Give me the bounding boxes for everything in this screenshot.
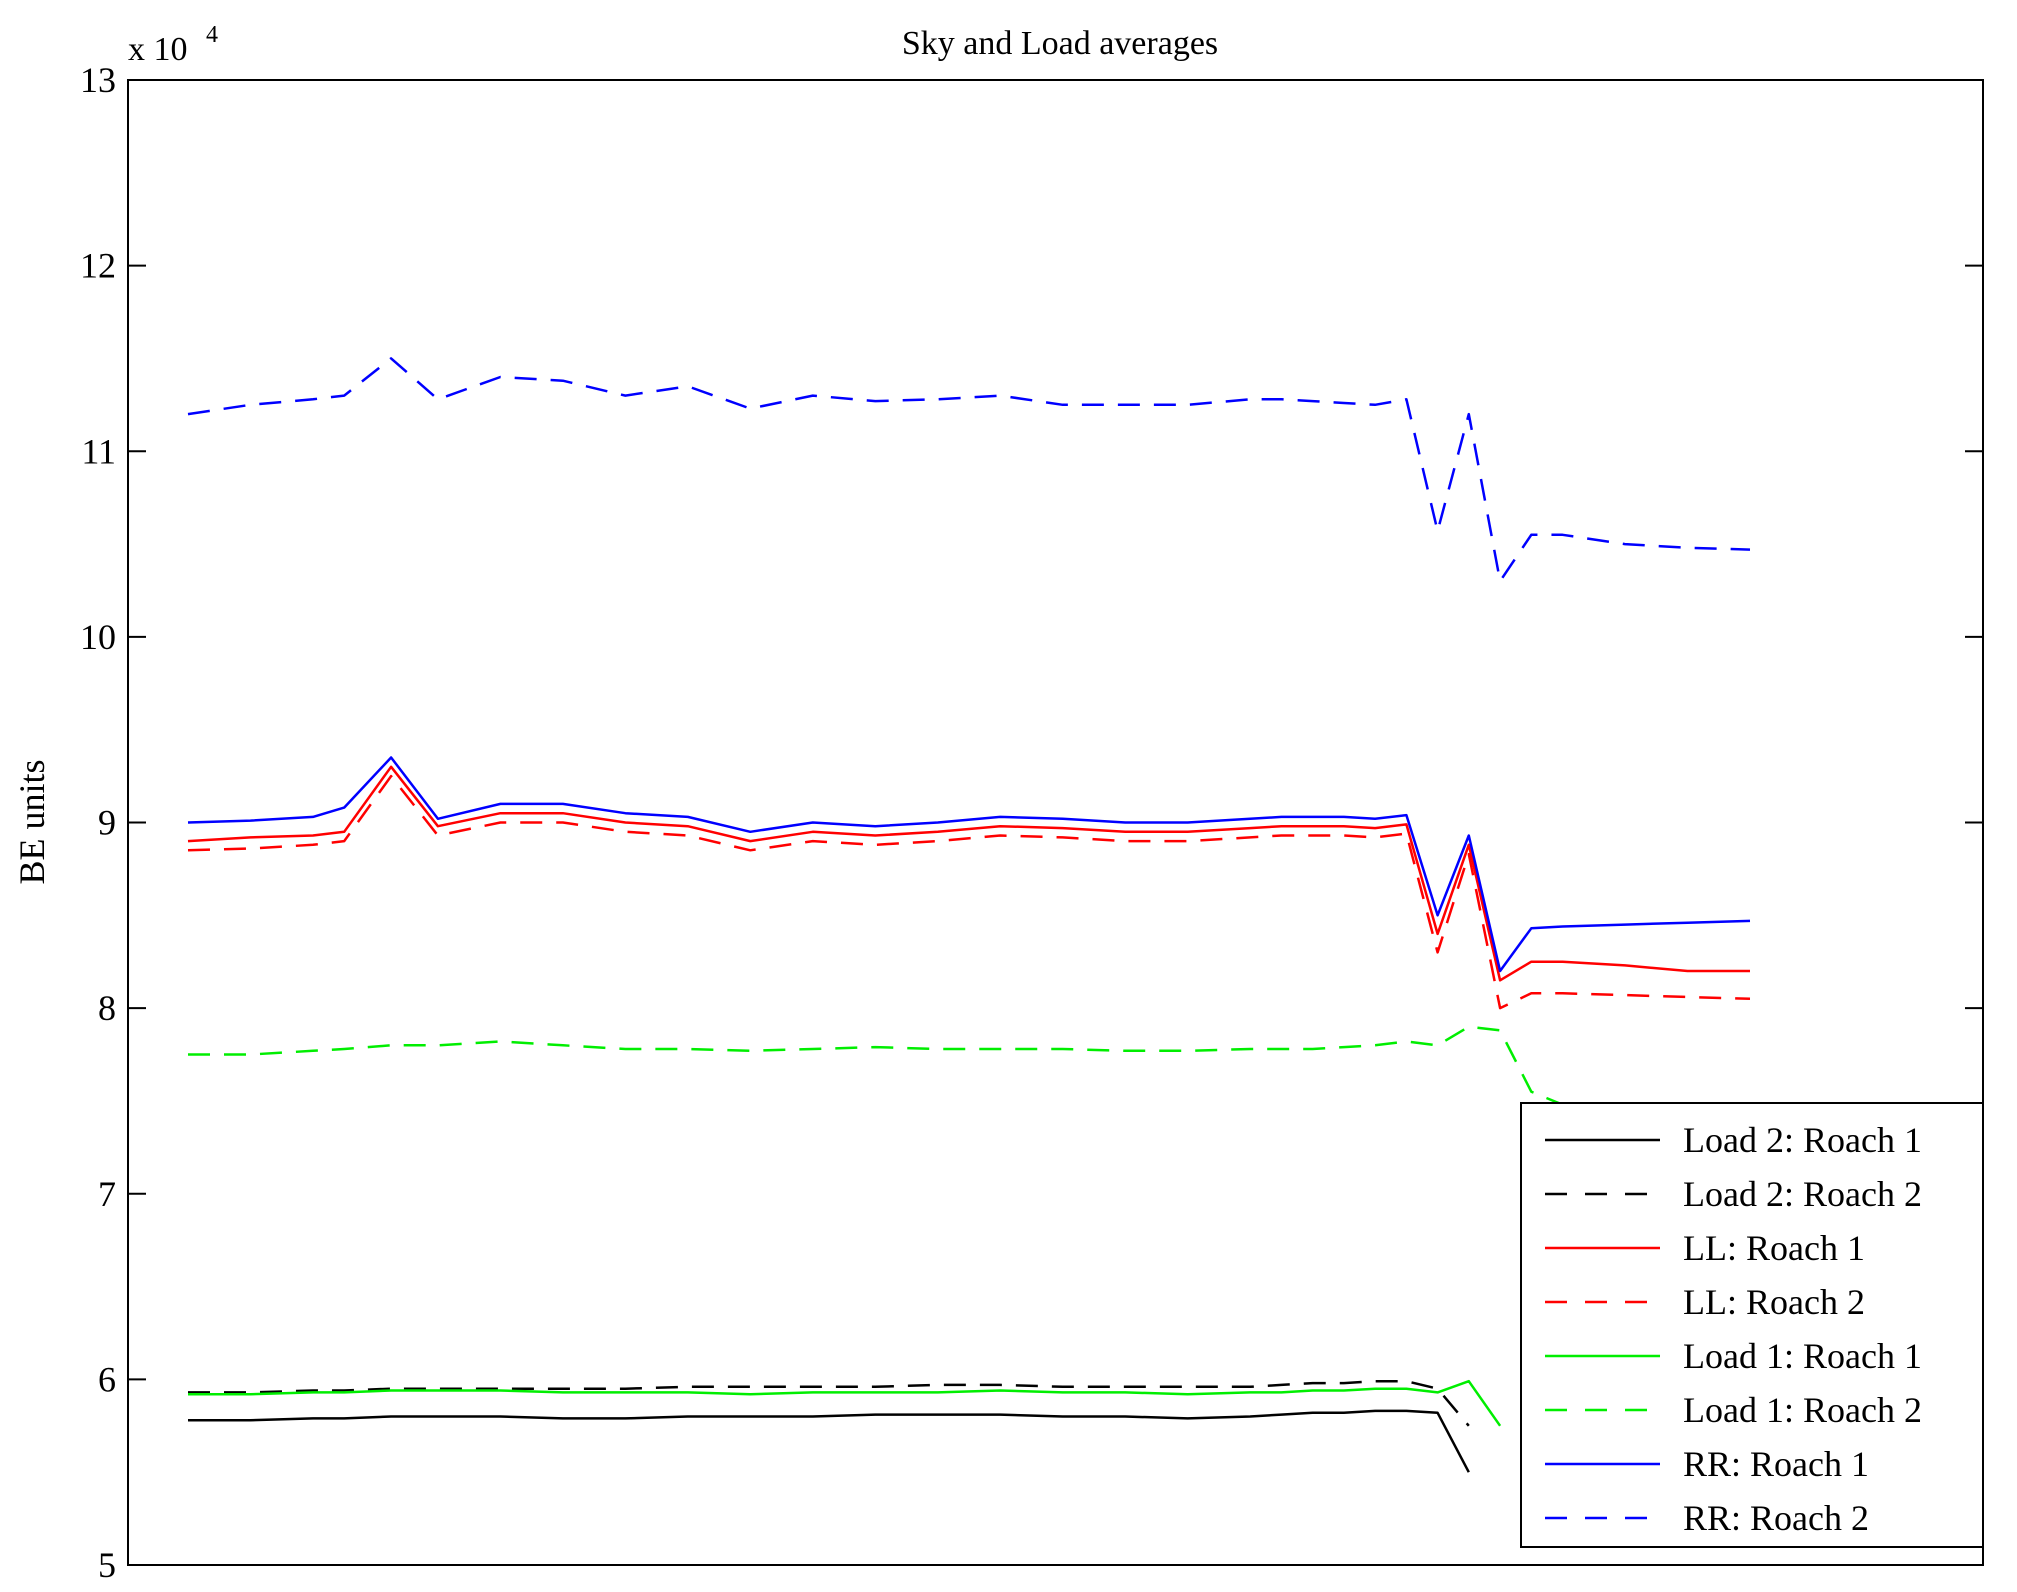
y-tick-label: 8 bbox=[98, 988, 116, 1028]
plot-frame bbox=[127, 79, 1984, 1566]
y-tick-label: 6 bbox=[98, 1359, 116, 1399]
legend-label-6: RR: Roach 1 bbox=[1683, 1444, 1869, 1484]
ticks-layer: 5 6 7 8 9 10 11 12 13 bbox=[80, 60, 1983, 1585]
series-line-6 bbox=[187, 756, 1751, 973]
legend-box bbox=[1520, 1102, 1984, 1548]
series-line-0 bbox=[188, 1409, 1470, 1473]
legend-label-7: RR: Roach 2 bbox=[1683, 1498, 1869, 1538]
y-tick-label: 7 bbox=[98, 1174, 116, 1214]
legend-label-0: Load 2: Roach 1 bbox=[1683, 1120, 1922, 1160]
chart-title: Sky and Load averages bbox=[902, 25, 1218, 62]
y-tick-label: 5 bbox=[98, 1545, 116, 1585]
legend-label-4: Load 1: Roach 1 bbox=[1683, 1336, 1922, 1376]
series-line-7 bbox=[187, 357, 1751, 583]
y-axis-multiplier-exponent: 4 bbox=[206, 22, 218, 48]
legend-label-1: Load 2: Roach 2 bbox=[1683, 1174, 1922, 1214]
legend-label-3: LL: Roach 2 bbox=[1683, 1282, 1865, 1322]
legend-label-5: Load 1: Roach 2 bbox=[1683, 1390, 1922, 1430]
y-tick-label: 9 bbox=[98, 803, 116, 843]
y-tick-label: 13 bbox=[80, 60, 116, 100]
series-line-4 bbox=[188, 1379, 1502, 1427]
y-axis-multiplier: x 10 bbox=[128, 31, 188, 68]
y-tick-label: 10 bbox=[80, 617, 116, 657]
y-tick-label: 11 bbox=[81, 431, 116, 471]
series-line-5 bbox=[188, 1025, 1750, 1108]
series-line-2 bbox=[187, 765, 1750, 982]
legend-label-2: LL: Roach 1 bbox=[1683, 1228, 1865, 1268]
y-tick-label: 12 bbox=[80, 246, 116, 286]
legend: Load 2: Roach 1 Load 2: Roach 2 LL: Roach … bbox=[1520, 1102, 1984, 1548]
series-line-3 bbox=[187, 774, 1751, 1010]
y-axis-label: BE units bbox=[12, 759, 52, 884]
series-layer bbox=[187, 357, 1751, 1473]
